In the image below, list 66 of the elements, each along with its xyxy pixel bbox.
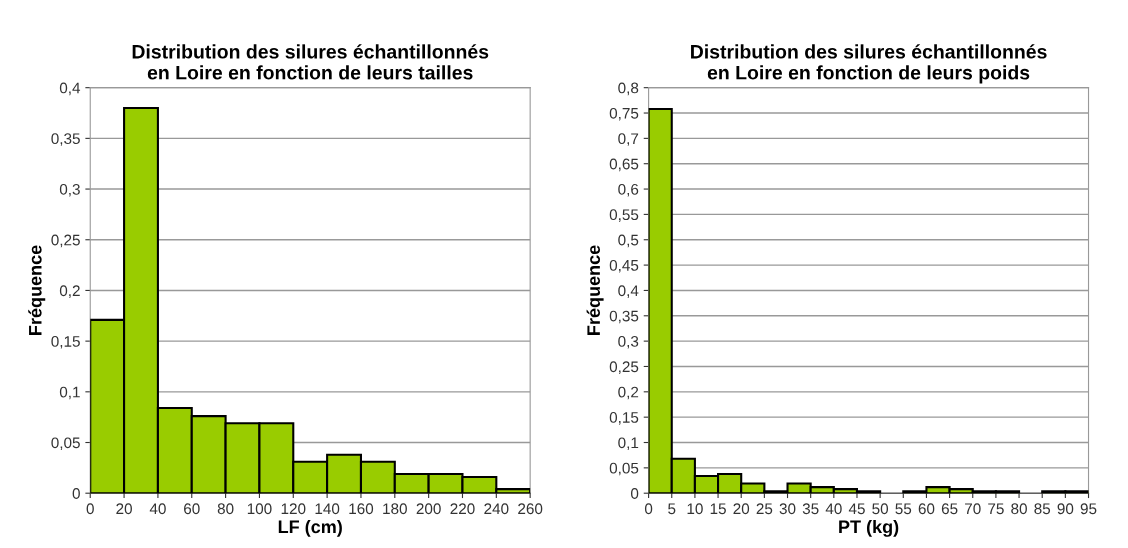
- x-tick-label: 10: [687, 503, 703, 515]
- x-tick-label: 60: [918, 503, 935, 515]
- y-tick-label: 0,65: [609, 158, 639, 172]
- y-tick-label: 0,15: [609, 412, 639, 425]
- x-tick-label: 70: [965, 503, 981, 515]
- y-tick-label: 0,05: [51, 437, 80, 450]
- x-tick-label: 75: [988, 503, 1004, 515]
- x-tick-label: 80: [217, 503, 234, 515]
- x-tick-label: 95: [1080, 503, 1097, 515]
- x-tick-label: 25: [756, 503, 773, 515]
- y-tick-label: 0,25: [51, 234, 80, 248]
- x-tick-label: 60: [184, 503, 200, 515]
- y-tick-label: 0,5: [618, 234, 639, 248]
- x-tick-label: 0: [86, 503, 94, 515]
- y-tick-label: 0,3: [59, 183, 80, 197]
- x-tick-label: 40: [825, 503, 842, 515]
- y-tick-label: 0,1: [59, 386, 80, 400]
- x-tick-label: 50: [872, 503, 889, 515]
- y-axis-title: Fréquence: [586, 245, 604, 335]
- y-tick-label: 0,35: [609, 310, 639, 324]
- x-tick-label: 40: [149, 503, 166, 515]
- y-tick-label: 0,2: [618, 386, 639, 400]
- x-tick-label: 20: [733, 503, 750, 515]
- y-tick-label: 0,6: [618, 183, 639, 197]
- y-tick-label: 0,45: [609, 259, 639, 273]
- x-tick-label: 120: [281, 503, 306, 515]
- y-tick-label: 0,4: [618, 285, 639, 298]
- y-tick-label: 0: [630, 488, 639, 499]
- y-tick-label: 0,15: [51, 336, 80, 349]
- x-tick-label: 55: [895, 503, 912, 515]
- x-tick-label: 35: [802, 503, 819, 515]
- x-tick-label: 180: [383, 503, 407, 515]
- x-tick-label: 0: [644, 503, 653, 515]
- x-tick-label: 240: [484, 503, 509, 515]
- x-tick-label: 15: [710, 503, 726, 515]
- x-axis-title: PT (kg): [839, 519, 899, 537]
- x-tick-label: 260: [518, 503, 543, 515]
- y-tick-label: 0,3: [618, 336, 639, 349]
- y-tick-label: 0,2: [59, 285, 80, 298]
- x-tick-label: 20: [116, 503, 132, 515]
- y-tick-label: 0,4: [59, 82, 81, 96]
- x-tick-label: 85: [1034, 503, 1051, 515]
- y-tick-label: 0: [72, 488, 80, 499]
- y-tick-label: 0,35: [51, 133, 80, 146]
- x-tick-label: 65: [941, 503, 958, 515]
- x-tick-label: 90: [1057, 503, 1074, 515]
- x-tick-label: 5: [668, 503, 676, 515]
- x-tick-label: 140: [315, 503, 340, 515]
- x-tick-label: 220: [450, 503, 475, 515]
- x-tick-label: 45: [848, 503, 865, 515]
- y-tick-label: 0,1: [618, 437, 639, 450]
- chart-title: Distribution des silures échantillonnés en Loire en fonction de leurs poids: [691, 44, 1047, 84]
- x-axis-title: LF (cm): [278, 519, 342, 537]
- x-tick-label: 80: [1011, 503, 1027, 515]
- x-tick-label: 200: [416, 503, 441, 515]
- x-tick-label: 160: [349, 503, 374, 515]
- y-tick-label: 0,7: [618, 133, 639, 146]
- y-tick-label: 0,55: [609, 209, 639, 222]
- chart-title: Distribution des silures échantillonnés en Loire en fonction de leurs tailles: [132, 44, 489, 80]
- y-tick-label: 0,75: [609, 107, 639, 121]
- x-tick-label: 100: [247, 503, 272, 515]
- y-axis-title: Fréquence: [28, 245, 46, 335]
- y-tick-label: 0,8: [618, 82, 639, 96]
- y-tick-label: 0,25: [609, 361, 639, 374]
- y-tick-label: 0,05: [609, 462, 639, 476]
- x-tick-label: 30: [779, 503, 796, 515]
